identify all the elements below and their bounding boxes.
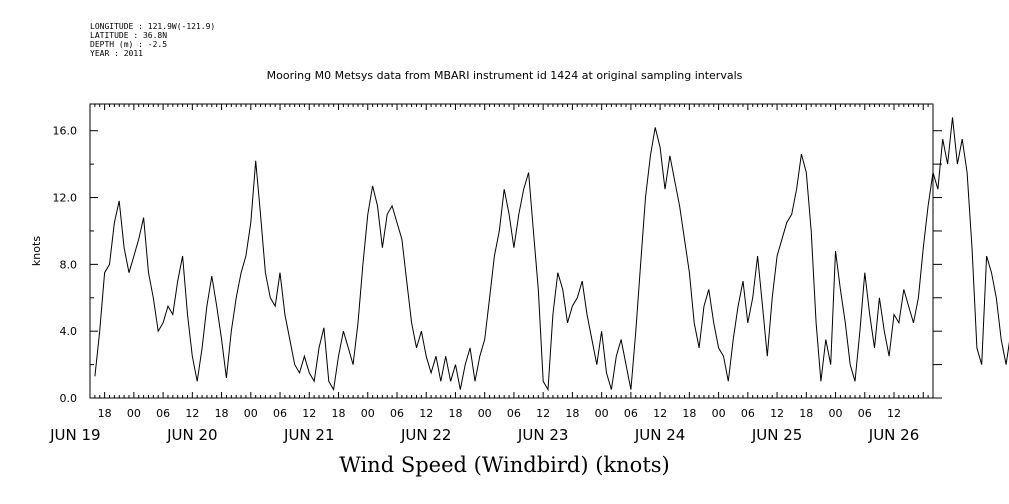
x-hour-tick-label: 18 [799, 407, 813, 420]
x-day-label: JUN 21 [283, 426, 334, 444]
x-hour-tick-label: 06 [156, 407, 170, 420]
y-tick-label: 8.0 [60, 258, 78, 271]
x-hour-tick-label: 00 [244, 407, 258, 420]
metadata-block: LONGITUDE : 121.9W(-121.9) LATITUDE : 36… [90, 22, 215, 58]
x-hour-tick-label: 00 [712, 407, 726, 420]
x-hour-tick-label: 18 [332, 407, 346, 420]
x-hour-tick-label: 06 [741, 407, 755, 420]
x-hour-tick-label: 12 [653, 407, 667, 420]
metadata-year: YEAR : 2011 [90, 49, 143, 58]
x-hour-tick-label: 18 [215, 407, 229, 420]
axis-tick-labels: 18 00 06 12 18 00 06 12 18 00 06 12 18 00 06 12 18 00 06 12… [49, 125, 919, 444]
x-hour-tick-label: 00 [829, 407, 843, 420]
x-hour-tick-label: 06 [390, 407, 404, 420]
plot-frame [89, 103, 934, 399]
x-hour-tick-label: 12 [419, 407, 433, 420]
x-hour-tick-label: 12 [185, 407, 199, 420]
x-hour-tick-label: 18 [565, 407, 579, 420]
chart-title: Mooring M0 Metsys data from MBARI instru… [266, 69, 743, 82]
x-hour-tick-label: 06 [507, 407, 521, 420]
y-axis-label: knots [30, 236, 43, 266]
x-day-label: JUN 24 [634, 426, 685, 444]
x-hour-tick-label: 00 [595, 407, 609, 420]
x-day-label: JUN 20 [166, 426, 217, 444]
x-hour-tick-label: 12 [536, 407, 550, 420]
wind-speed-series-line [94, 117, 1009, 392]
x-hour-tick-label: 00 [478, 407, 492, 420]
x-day-label: JUN 19 [49, 426, 100, 444]
x-day-label: JUN 22 [400, 426, 451, 444]
y-tick-label: 12.0 [53, 192, 78, 205]
x-hour-tick-label: 06 [858, 407, 872, 420]
x-hour-tick-label: 18 [682, 407, 696, 420]
x-hour-tick-label: 12 [887, 407, 901, 420]
x-hour-tick-label: 18 [98, 407, 112, 420]
x-day-label: JUN 23 [517, 426, 568, 444]
x-hour-tick-label: 18 [448, 407, 462, 420]
x-hour-tick-label: 06 [624, 407, 638, 420]
x-hour-tick-label: 00 [361, 407, 375, 420]
y-tick-label: 0.0 [60, 392, 78, 405]
axis-ticks [89, 104, 942, 399]
metadata-latitude: LATITUDE : 36.8N [90, 31, 168, 40]
metadata-depth: DEPTH (m) : -2.5 [90, 40, 168, 49]
x-hour-tick-label: 12 [770, 407, 784, 420]
x-day-label: JUN 25 [751, 426, 802, 444]
y-tick-label: 16.0 [53, 125, 78, 138]
x-hour-tick-label: 00 [127, 407, 141, 420]
metadata-longitude: LONGITUDE : 121.9W(-121.9) [90, 22, 216, 31]
y-tick-label: 4.0 [60, 325, 78, 338]
x-axis-label: Wind Speed (Windbird) (knots) [339, 453, 670, 477]
x-hour-tick-label: 06 [273, 407, 287, 420]
x-day-label: JUN 26 [868, 426, 919, 444]
x-hour-tick-label: 12 [302, 407, 316, 420]
